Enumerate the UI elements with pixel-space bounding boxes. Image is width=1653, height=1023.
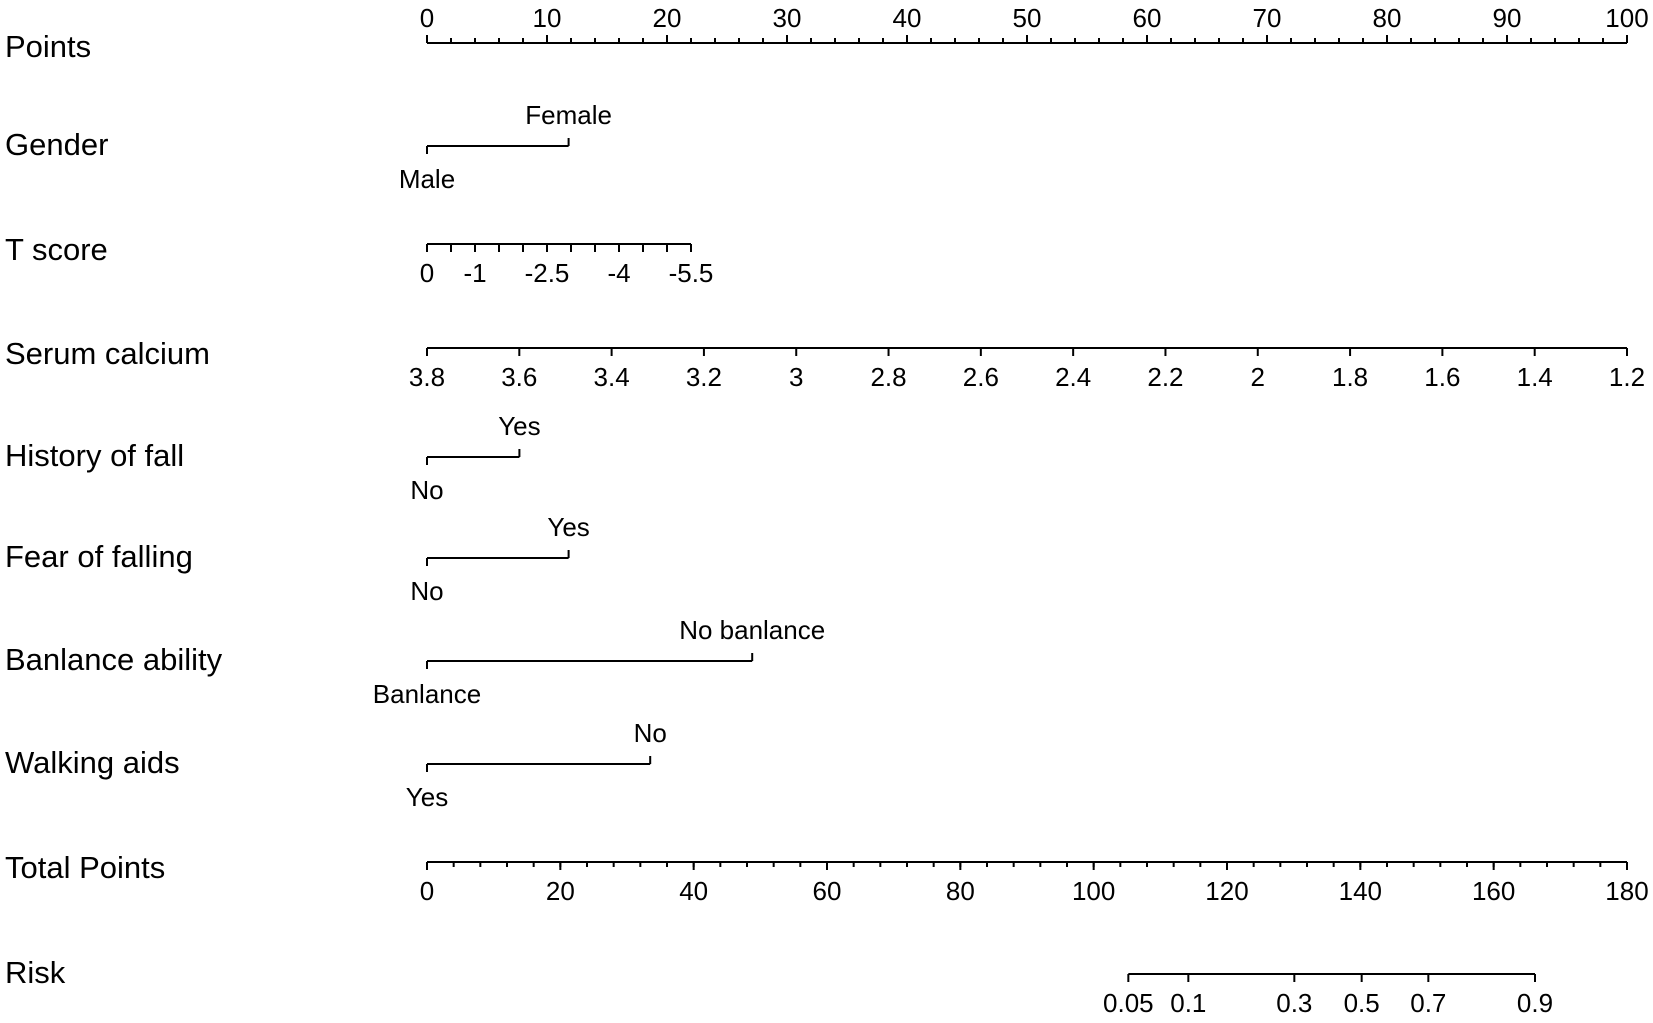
level-label-fear-of-falling: No	[410, 576, 443, 606]
tick-label-points: 60	[1133, 3, 1162, 33]
row-label-history-of-fall: History of fall	[5, 438, 184, 473]
tick-label-t-score: -5.5	[669, 258, 714, 288]
tick-label-serum-calcium: 1.2	[1609, 362, 1645, 392]
tick-label-serum-calcium: 2.8	[870, 362, 906, 392]
tick-label-t-score: -2.5	[525, 258, 570, 288]
tick-label-total-points: 120	[1205, 876, 1248, 906]
tick-label-serum-calcium: 3.4	[594, 362, 630, 392]
level-label-gender: Female	[525, 100, 612, 130]
tick-label-serum-calcium: 1.4	[1517, 362, 1553, 392]
tick-label-total-points: 160	[1472, 876, 1515, 906]
row-label-total-points: Total Points	[5, 850, 165, 885]
tick-label-t-score: -4	[607, 258, 630, 288]
tick-label-serum-calcium: 2.4	[1055, 362, 1091, 392]
tick-label-points: 20	[653, 3, 682, 33]
level-label-history-of-fall: Yes	[498, 411, 540, 441]
tick-label-total-points: 0	[420, 876, 434, 906]
tick-label-risk: 0.05	[1103, 988, 1154, 1018]
tick-label-risk: 0.7	[1410, 988, 1446, 1018]
tick-label-points: 0	[420, 3, 434, 33]
tick-label-total-points: 40	[679, 876, 708, 906]
tick-label-points: 90	[1493, 3, 1522, 33]
row-label-t-score: T score	[5, 232, 108, 267]
tick-label-serum-calcium: 3.6	[501, 362, 537, 392]
tick-label-risk: 0.3	[1276, 988, 1312, 1018]
tick-label-total-points: 20	[546, 876, 575, 906]
tick-label-total-points: 140	[1339, 876, 1382, 906]
tick-label-serum-calcium: 1.8	[1332, 362, 1368, 392]
tick-label-points: 50	[1013, 3, 1042, 33]
tick-label-serum-calcium: 2.2	[1147, 362, 1183, 392]
tick-label-serum-calcium: 3.8	[409, 362, 445, 392]
tick-label-total-points: 80	[946, 876, 975, 906]
tick-label-t-score: 0	[420, 258, 434, 288]
level-label-walking-aids: Yes	[406, 782, 448, 812]
tick-label-points: 100	[1605, 3, 1648, 33]
row-label-points: Points	[5, 29, 91, 64]
level-label-fear-of-falling: Yes	[547, 512, 589, 542]
level-label-walking-aids: No	[634, 718, 667, 748]
row-label-gender: Gender	[5, 127, 108, 162]
tick-label-points: 30	[773, 3, 802, 33]
tick-label-total-points: 180	[1605, 876, 1648, 906]
tick-label-serum-calcium: 2.6	[963, 362, 999, 392]
row-label-fear-of-falling: Fear of falling	[5, 539, 193, 574]
row-label-balance-ability: Banlance ability	[5, 642, 223, 677]
tick-label-points: 10	[533, 3, 562, 33]
level-label-balance-ability: Banlance	[373, 679, 481, 709]
tick-label-serum-calcium: 1.6	[1424, 362, 1460, 392]
tick-label-serum-calcium: 3.2	[686, 362, 722, 392]
tick-label-serum-calcium: 2	[1251, 362, 1265, 392]
row-label-risk: Risk	[5, 955, 66, 990]
row-label-serum-calcium: Serum calcium	[5, 336, 210, 371]
tick-label-points: 40	[893, 3, 922, 33]
tick-label-points: 80	[1373, 3, 1402, 33]
tick-label-serum-calcium: 3	[789, 362, 803, 392]
tick-label-total-points: 100	[1072, 876, 1115, 906]
tick-label-risk: 0.9	[1517, 988, 1553, 1018]
tick-label-risk: 0.1	[1170, 988, 1206, 1018]
tick-label-t-score: -1	[463, 258, 486, 288]
level-label-gender: Male	[399, 164, 455, 194]
row-label-walking-aids: Walking aids	[5, 745, 180, 780]
tick-label-risk: 0.5	[1344, 988, 1380, 1018]
level-label-balance-ability: No banlance	[679, 615, 825, 645]
level-label-history-of-fall: No	[410, 475, 443, 505]
tick-label-points: 70	[1253, 3, 1282, 33]
tick-label-total-points: 60	[813, 876, 842, 906]
